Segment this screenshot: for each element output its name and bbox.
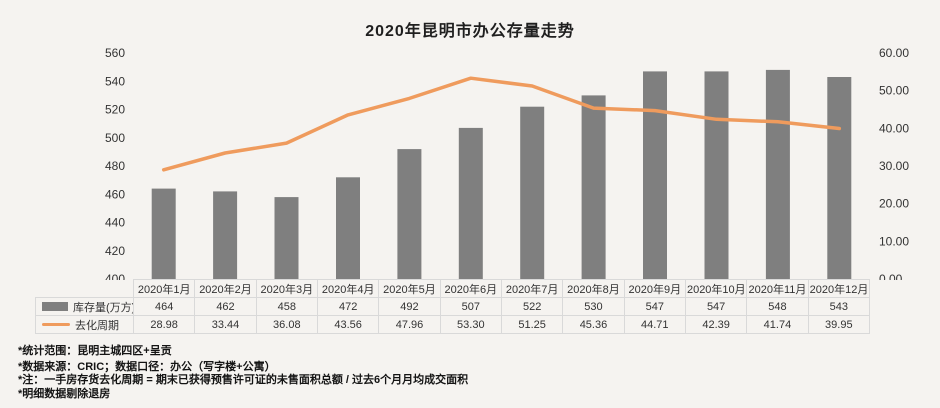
inventory-bar bbox=[765, 69, 790, 280]
month-header-cell: 2020年3月 bbox=[255, 279, 318, 298]
cycle-legend-cell: 去化周期 bbox=[35, 315, 134, 334]
month-header-cell: 2020年1月 bbox=[132, 279, 196, 298]
left-axis-tick: 560 bbox=[105, 46, 125, 60]
inventory-bar bbox=[827, 77, 852, 279]
month-header-cell: 2020年4月 bbox=[316, 279, 380, 298]
month-header-cell: 2020年10月 bbox=[684, 279, 748, 298]
left-axis-tick: 540 bbox=[105, 74, 125, 88]
inventory-value-cell: 547 bbox=[623, 297, 686, 316]
inventory-bar bbox=[643, 71, 667, 280]
left-axis-tick: 460 bbox=[105, 187, 125, 201]
inventory-value-cell: 507 bbox=[439, 297, 502, 316]
cycle-value-cell: 33.44 bbox=[194, 315, 257, 334]
bar-series-swatch-icon bbox=[42, 302, 68, 311]
footnote-definition: *注：一手房存货去化周期 = 期末已获得预售许可证的未售面积总额 / 过去6个月… bbox=[18, 374, 469, 386]
inventory-bar bbox=[213, 191, 238, 279]
cycle-value-cell: 45.36 bbox=[562, 315, 625, 334]
line-series-swatch-icon bbox=[42, 323, 70, 326]
month-header-cell: 2020年8月 bbox=[562, 279, 625, 298]
table-corner-cell bbox=[36, 280, 134, 298]
left-axis-tick: 440 bbox=[105, 216, 125, 230]
left-axis-tick: 420 bbox=[105, 244, 125, 258]
cycle-row: 去化周期 28.98 33.44 36.08 43.56 47.96 53.30… bbox=[35, 315, 871, 334]
month-header-cell: 2020年6月 bbox=[439, 279, 502, 298]
footnotes: *统计范围：昆明主城四区+呈贡 *数据来源：CRIC；数据口径：办公（写字楼+公… bbox=[18, 345, 918, 401]
inventory-legend-cell: 库存量(万方) bbox=[35, 297, 134, 316]
right-axis-tick: 40.00 bbox=[879, 121, 909, 135]
right-axis-tick: 10.00 bbox=[879, 234, 909, 248]
cycle-value-cell: 39.95 bbox=[807, 315, 871, 334]
cycle-value-cell: 36.08 bbox=[255, 315, 318, 334]
inventory-bar bbox=[151, 188, 176, 279]
inventory-value-cell: 543 bbox=[807, 297, 871, 316]
cycle-value-cell: 42.39 bbox=[684, 315, 748, 334]
inventory-legend-label: 库存量(万方) bbox=[73, 301, 134, 314]
month-header-cell: 2020年7月 bbox=[500, 279, 564, 298]
cycle-value-cell: 47.96 bbox=[378, 315, 441, 334]
right-axis-tick: 0.00 bbox=[879, 272, 903, 280]
month-header-cell: 2020年2月 bbox=[194, 279, 257, 298]
right-axis-tick: 60.00 bbox=[879, 46, 909, 60]
inventory-bar bbox=[520, 106, 545, 279]
combo-chart: 560 540 520 500 480 460 440 420 400 60.00 50.00 40.… bbox=[105, 46, 909, 280]
left-axis-tick: 500 bbox=[105, 131, 125, 145]
cycle-value-cell: 43.56 bbox=[316, 315, 380, 334]
cycle-line bbox=[161, 76, 842, 172]
table-header-row: 2020年1月 2020年2月 2020年3月 2020年4月 2020年5月 … bbox=[36, 279, 871, 298]
inventory-bar bbox=[397, 149, 422, 279]
cycle-value-cell: 53.30 bbox=[439, 315, 502, 334]
left-axis-tick: 400 bbox=[105, 272, 125, 280]
inventory-value-cell: 547 bbox=[684, 297, 748, 316]
inventory-value-cell: 492 bbox=[378, 297, 441, 316]
right-axis-tick: 20.00 bbox=[879, 197, 909, 211]
inventory-value-cell: 458 bbox=[255, 297, 318, 316]
right-axis-tick: 30.00 bbox=[879, 159, 909, 173]
inventory-value-cell: 462 bbox=[194, 297, 257, 316]
inventory-value-cell: 522 bbox=[500, 297, 564, 316]
cycle-value-cell: 51.25 bbox=[500, 315, 564, 334]
cycle-value-cell: 44.71 bbox=[623, 315, 686, 334]
inventory-bar bbox=[581, 95, 606, 280]
cycle-legend-label: 去化周期 bbox=[75, 319, 119, 332]
cycle-value-cell: 41.74 bbox=[746, 315, 809, 334]
inventory-value-cell: 472 bbox=[316, 297, 380, 316]
left-axis-tick: 480 bbox=[105, 159, 125, 173]
inventory-value-cell: 530 bbox=[562, 297, 625, 316]
inventory-bar bbox=[458, 127, 483, 280]
inventory-bar bbox=[704, 71, 729, 280]
month-header-cell: 2020年5月 bbox=[378, 279, 441, 298]
month-header-cell: 2020年11月 bbox=[746, 279, 809, 298]
inventory-row: 库存量(万方) 464 462 458 472 492 507 522 530 … bbox=[35, 297, 871, 316]
inventory-bar bbox=[336, 177, 360, 279]
cycle-value-cell: 28.98 bbox=[132, 315, 196, 334]
footnote-source: *数据来源：CRIC；数据口径：办公（写字楼+公寓） bbox=[18, 360, 276, 373]
data-table: 2020年1月 2020年2月 2020年3月 2020年4月 2020年5月 … bbox=[35, 279, 871, 334]
left-axis-tick: 520 bbox=[105, 103, 125, 117]
footnote-scope: *统计范围：昆明主城四区+呈贡 bbox=[18, 345, 172, 357]
month-header-cell: 2020年12月 bbox=[807, 279, 871, 298]
footnote-exclusion: *明细数据剔除退房 bbox=[18, 387, 111, 400]
inventory-value-cell: 548 bbox=[746, 297, 809, 316]
month-header-cell: 2020年9月 bbox=[623, 279, 686, 298]
page-title: 2020年昆明市办公存量走势 bbox=[365, 23, 575, 40]
inventory-bar bbox=[274, 197, 299, 279]
inventory-value-cell: 464 bbox=[132, 297, 196, 316]
right-axis-tick: 50.00 bbox=[879, 84, 909, 98]
